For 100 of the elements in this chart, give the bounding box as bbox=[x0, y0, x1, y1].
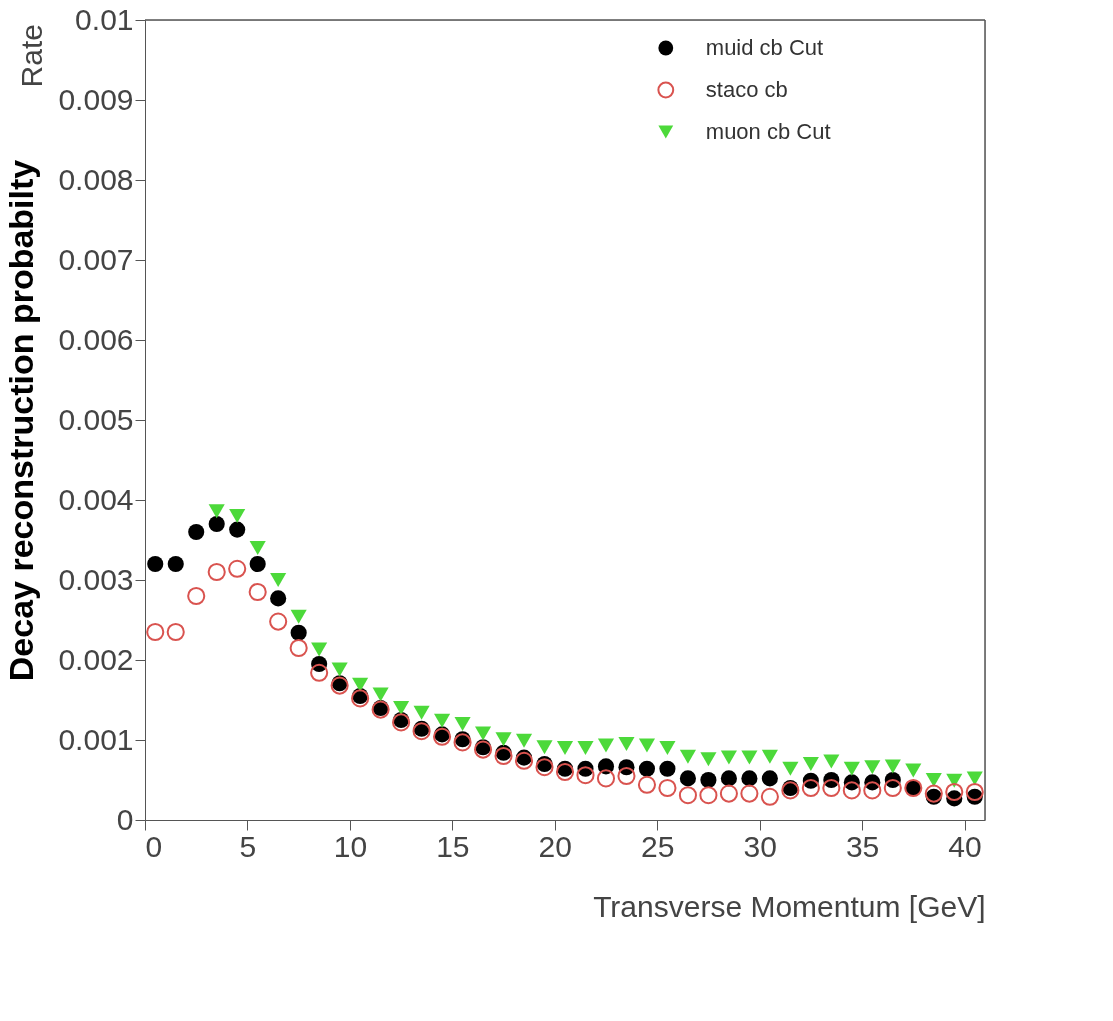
x-tick-label: 20 bbox=[538, 829, 572, 863]
point bbox=[270, 590, 287, 607]
point bbox=[597, 738, 615, 753]
y-tick-label: 0.005 bbox=[58, 402, 134, 436]
y-tick-label: 0.007 bbox=[58, 242, 134, 276]
point bbox=[700, 771, 717, 789]
point bbox=[966, 771, 983, 786]
point bbox=[413, 705, 430, 720]
point bbox=[249, 555, 266, 573]
point bbox=[555, 762, 575, 782]
point bbox=[700, 752, 717, 767]
point bbox=[147, 555, 164, 573]
y-axis-title: Decay reconstruction probabilty bbox=[2, 159, 41, 682]
point bbox=[720, 750, 737, 765]
x-tick-label: 15 bbox=[436, 829, 470, 863]
point bbox=[208, 515, 225, 533]
point bbox=[269, 612, 288, 631]
point bbox=[924, 784, 943, 803]
point bbox=[434, 713, 451, 728]
point bbox=[699, 786, 718, 805]
point bbox=[474, 726, 492, 741]
point bbox=[352, 677, 369, 692]
point bbox=[883, 778, 902, 798]
y-tick-label: 0.003 bbox=[58, 562, 134, 596]
point bbox=[843, 761, 860, 776]
point bbox=[248, 582, 267, 602]
point bbox=[864, 760, 881, 775]
x-tick-label: 5 bbox=[239, 829, 257, 863]
point bbox=[761, 770, 778, 787]
point bbox=[720, 770, 737, 787]
point bbox=[802, 757, 819, 771]
point bbox=[965, 782, 984, 802]
point bbox=[679, 749, 696, 764]
point bbox=[290, 624, 307, 641]
point bbox=[925, 773, 942, 787]
point bbox=[905, 763, 922, 778]
point bbox=[782, 761, 799, 776]
point bbox=[290, 609, 307, 624]
x-axis-title: Transverse Momentum [GeV] bbox=[593, 889, 986, 923]
point bbox=[576, 766, 595, 785]
point bbox=[842, 781, 861, 800]
x-tick-label: 30 bbox=[743, 829, 777, 863]
point bbox=[187, 586, 206, 606]
point bbox=[249, 541, 266, 555]
point bbox=[760, 787, 779, 806]
point bbox=[719, 784, 738, 803]
x-tick-label: 40 bbox=[948, 829, 982, 863]
point bbox=[741, 770, 758, 787]
point bbox=[577, 741, 594, 755]
point bbox=[514, 751, 534, 770]
point bbox=[311, 642, 328, 657]
y-tick-label: 0.001 bbox=[58, 722, 134, 756]
point bbox=[310, 663, 329, 682]
point bbox=[515, 733, 533, 748]
point bbox=[536, 740, 553, 755]
point bbox=[659, 741, 676, 755]
point bbox=[454, 717, 471, 731]
y-tick-label: 0.002 bbox=[58, 642, 134, 676]
x-tick-label: 25 bbox=[641, 829, 675, 863]
point bbox=[761, 749, 778, 764]
point bbox=[229, 509, 246, 523]
point bbox=[372, 687, 389, 702]
legend-label: muid cb Cut bbox=[705, 35, 824, 60]
point bbox=[494, 746, 513, 766]
point bbox=[289, 638, 308, 658]
point bbox=[637, 775, 657, 794]
point bbox=[393, 701, 410, 715]
legend-label: staco cb bbox=[705, 77, 788, 102]
point bbox=[596, 769, 616, 788]
point bbox=[678, 786, 697, 805]
text: Rate bbox=[15, 24, 48, 88]
y-tick-label: 0.01 bbox=[75, 2, 134, 36]
point bbox=[331, 662, 348, 677]
point bbox=[823, 754, 840, 769]
point bbox=[659, 760, 676, 777]
point bbox=[208, 504, 225, 519]
point bbox=[617, 766, 636, 786]
point bbox=[270, 573, 287, 587]
y-tick-label: 0.008 bbox=[58, 162, 134, 196]
point bbox=[801, 778, 820, 798]
point bbox=[822, 778, 841, 798]
point bbox=[166, 622, 185, 642]
point bbox=[228, 559, 247, 578]
y-tick-label: 0 bbox=[116, 802, 134, 836]
point bbox=[453, 733, 472, 752]
point bbox=[679, 770, 696, 787]
point bbox=[741, 750, 758, 765]
point bbox=[638, 738, 656, 753]
y-tick-label: 0.006 bbox=[58, 322, 134, 356]
y-tick-label: 0.009 bbox=[58, 82, 134, 116]
x-tick-label: 35 bbox=[845, 829, 880, 863]
point bbox=[207, 562, 226, 582]
point bbox=[146, 622, 165, 642]
point bbox=[229, 521, 246, 538]
point bbox=[167, 555, 184, 573]
x-tick-label: 0 bbox=[145, 829, 163, 863]
x-tick-label: 10 bbox=[333, 829, 368, 863]
point bbox=[740, 784, 759, 803]
point bbox=[556, 741, 574, 755]
point bbox=[618, 737, 635, 751]
